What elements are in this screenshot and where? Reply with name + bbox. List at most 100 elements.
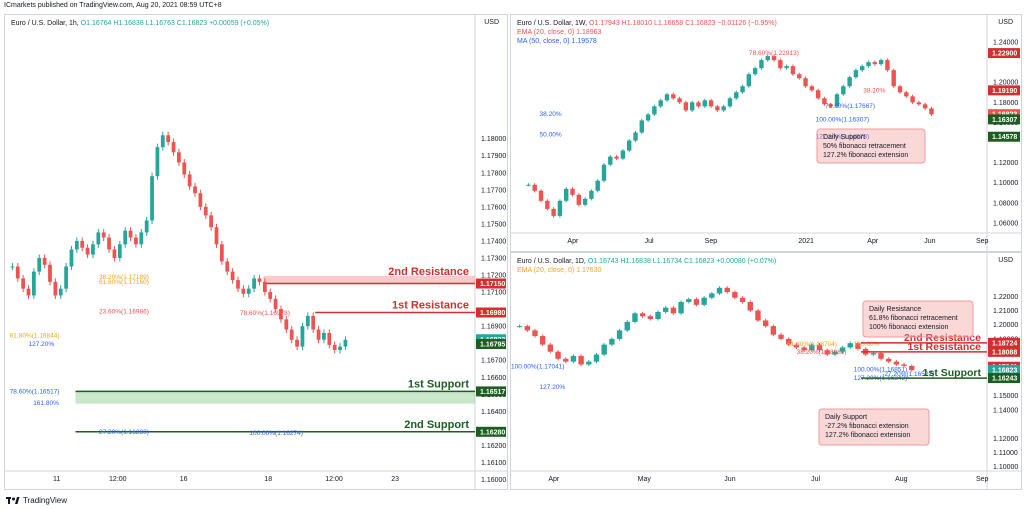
zone-label: 2nd Support <box>404 419 469 431</box>
y-tick-label: 1.17500 <box>481 221 506 228</box>
candle-body <box>693 299 700 305</box>
candle-body <box>578 355 584 365</box>
candle-body <box>702 100 707 107</box>
y-tick-label: 1.18000 <box>993 100 1018 107</box>
candle-body <box>555 351 561 359</box>
candle-body <box>689 102 695 111</box>
candle-body <box>824 350 830 355</box>
candle-body <box>790 66 796 75</box>
y-tick-label: 1.17400 <box>481 238 506 245</box>
candle-body <box>839 347 846 352</box>
candle-body <box>241 288 246 294</box>
zone-label: 1st Support <box>408 378 469 390</box>
candle-body <box>885 60 890 71</box>
chart-panel-1h: Euro / U.S. Dollar, 1h, O1.16764 H1.1683… <box>4 14 508 490</box>
candle-body <box>786 338 792 345</box>
zone-label: 1st Support <box>923 367 982 379</box>
fib-label: 50.00% <box>540 131 562 138</box>
fib-label: 38.20% <box>863 87 885 94</box>
candle-body <box>198 193 203 207</box>
zone-label: 2nd Resistance <box>904 332 981 344</box>
candle-body <box>80 240 85 248</box>
candle-body <box>311 315 316 330</box>
candle-body <box>721 106 726 111</box>
candle-body <box>557 200 563 216</box>
candle-body <box>252 278 256 289</box>
y-tick-label: 1.20000 <box>993 322 1018 329</box>
candle-body <box>532 330 538 337</box>
y-tick-label: 1.12000 <box>993 436 1018 443</box>
candle-body <box>570 188 575 195</box>
candle-body <box>620 150 626 159</box>
fib-label: 23.60%(1.16986) <box>99 308 149 315</box>
candle-body <box>538 190 544 201</box>
fib-label: 100.00%(1.16851) <box>854 366 908 373</box>
candle-body <box>633 132 638 141</box>
y-tick-label: 1.10000 <box>993 180 1018 187</box>
candle-body <box>677 98 682 103</box>
price-tag-label: 1.16823 <box>992 367 1017 374</box>
candle-body <box>632 313 638 322</box>
candle-body <box>305 315 310 327</box>
candle-body <box>855 343 861 349</box>
symbol-1w: Euro / U.S. Dollar, 1W, <box>517 20 588 27</box>
fib-label: 61.80%(1.18704) <box>787 341 837 348</box>
price-tag-label: 1.17150 <box>480 281 505 288</box>
fib-label: 78.60%(1.16517) <box>10 388 60 395</box>
fib-label: 38.20%(1.17189) <box>99 274 149 281</box>
candle-body <box>885 358 892 362</box>
candle-body <box>801 347 807 351</box>
candle-body <box>601 164 607 181</box>
candle-body <box>828 104 833 107</box>
candle-body <box>784 66 789 69</box>
candle-body <box>647 316 654 320</box>
tradingview-icon <box>6 497 20 504</box>
candle-body <box>624 321 630 331</box>
candle-body <box>732 292 738 298</box>
candle-body <box>166 135 171 143</box>
plot-1h[interactable]: 1.18000 1.17900 1.17800 1.17700 1.17600 1.175… <box>5 15 507 489</box>
y-tick-label: 1.20000 <box>993 80 1018 87</box>
candle-body <box>150 176 154 221</box>
candle-body <box>26 288 31 296</box>
candle-body <box>144 220 149 233</box>
candle-body <box>10 266 15 268</box>
candle-body <box>21 278 26 289</box>
candle-body <box>182 162 187 175</box>
legend-1h: Euro / U.S. Dollar, 1h, O1.16764 H1.1683… <box>11 19 269 28</box>
symbol-1h: Euro / U.S. Dollar, 1h, <box>11 20 79 27</box>
candle-body <box>338 346 342 350</box>
x-tick-label: 23 <box>391 476 399 483</box>
x-tick-label: Jun <box>724 476 735 483</box>
price-tag-label: 1.18088 <box>992 349 1017 356</box>
x-tick-label: 12:00 <box>109 476 127 483</box>
daily-resistance-callout-text: 100% fibonacci extension <box>869 324 948 331</box>
plot-1d[interactable]: 1.220001.210001.200001.190001.170001.150… <box>511 253 1021 489</box>
candle-body <box>107 237 111 250</box>
price-tag-label: 1.19190 <box>992 88 1017 95</box>
candle-body <box>872 62 878 65</box>
candle-body <box>701 297 707 305</box>
tradingview-logo[interactable]: TradingView <box>6 496 67 505</box>
candle-body <box>639 313 646 317</box>
candle-body <box>564 188 569 201</box>
fib-label: 100.00%(1.16307) <box>816 116 870 123</box>
price-tag-label: 1.16980 <box>480 310 505 317</box>
y-tick-label: 1.17300 <box>481 255 506 262</box>
candle-body <box>193 186 197 194</box>
candle-body <box>112 249 117 258</box>
candle-body <box>752 68 758 75</box>
candle-body <box>904 92 909 97</box>
candle-body <box>545 200 550 209</box>
x-tick-label: 2021 <box>798 238 814 245</box>
candle-body <box>74 240 79 250</box>
y-tick-label: 1.14000 <box>993 407 1018 414</box>
candle-body <box>727 98 733 107</box>
candle-body <box>841 86 846 95</box>
x-tick-label: Apr <box>548 476 560 483</box>
support-zone <box>75 391 475 404</box>
plot-1w[interactable]: 1.240001.200001.180001.160001.120001.100… <box>511 15 1021 251</box>
y-tick-label: 1.15000 <box>993 393 1018 400</box>
candle-body <box>516 326 523 328</box>
candle-body <box>214 227 219 245</box>
